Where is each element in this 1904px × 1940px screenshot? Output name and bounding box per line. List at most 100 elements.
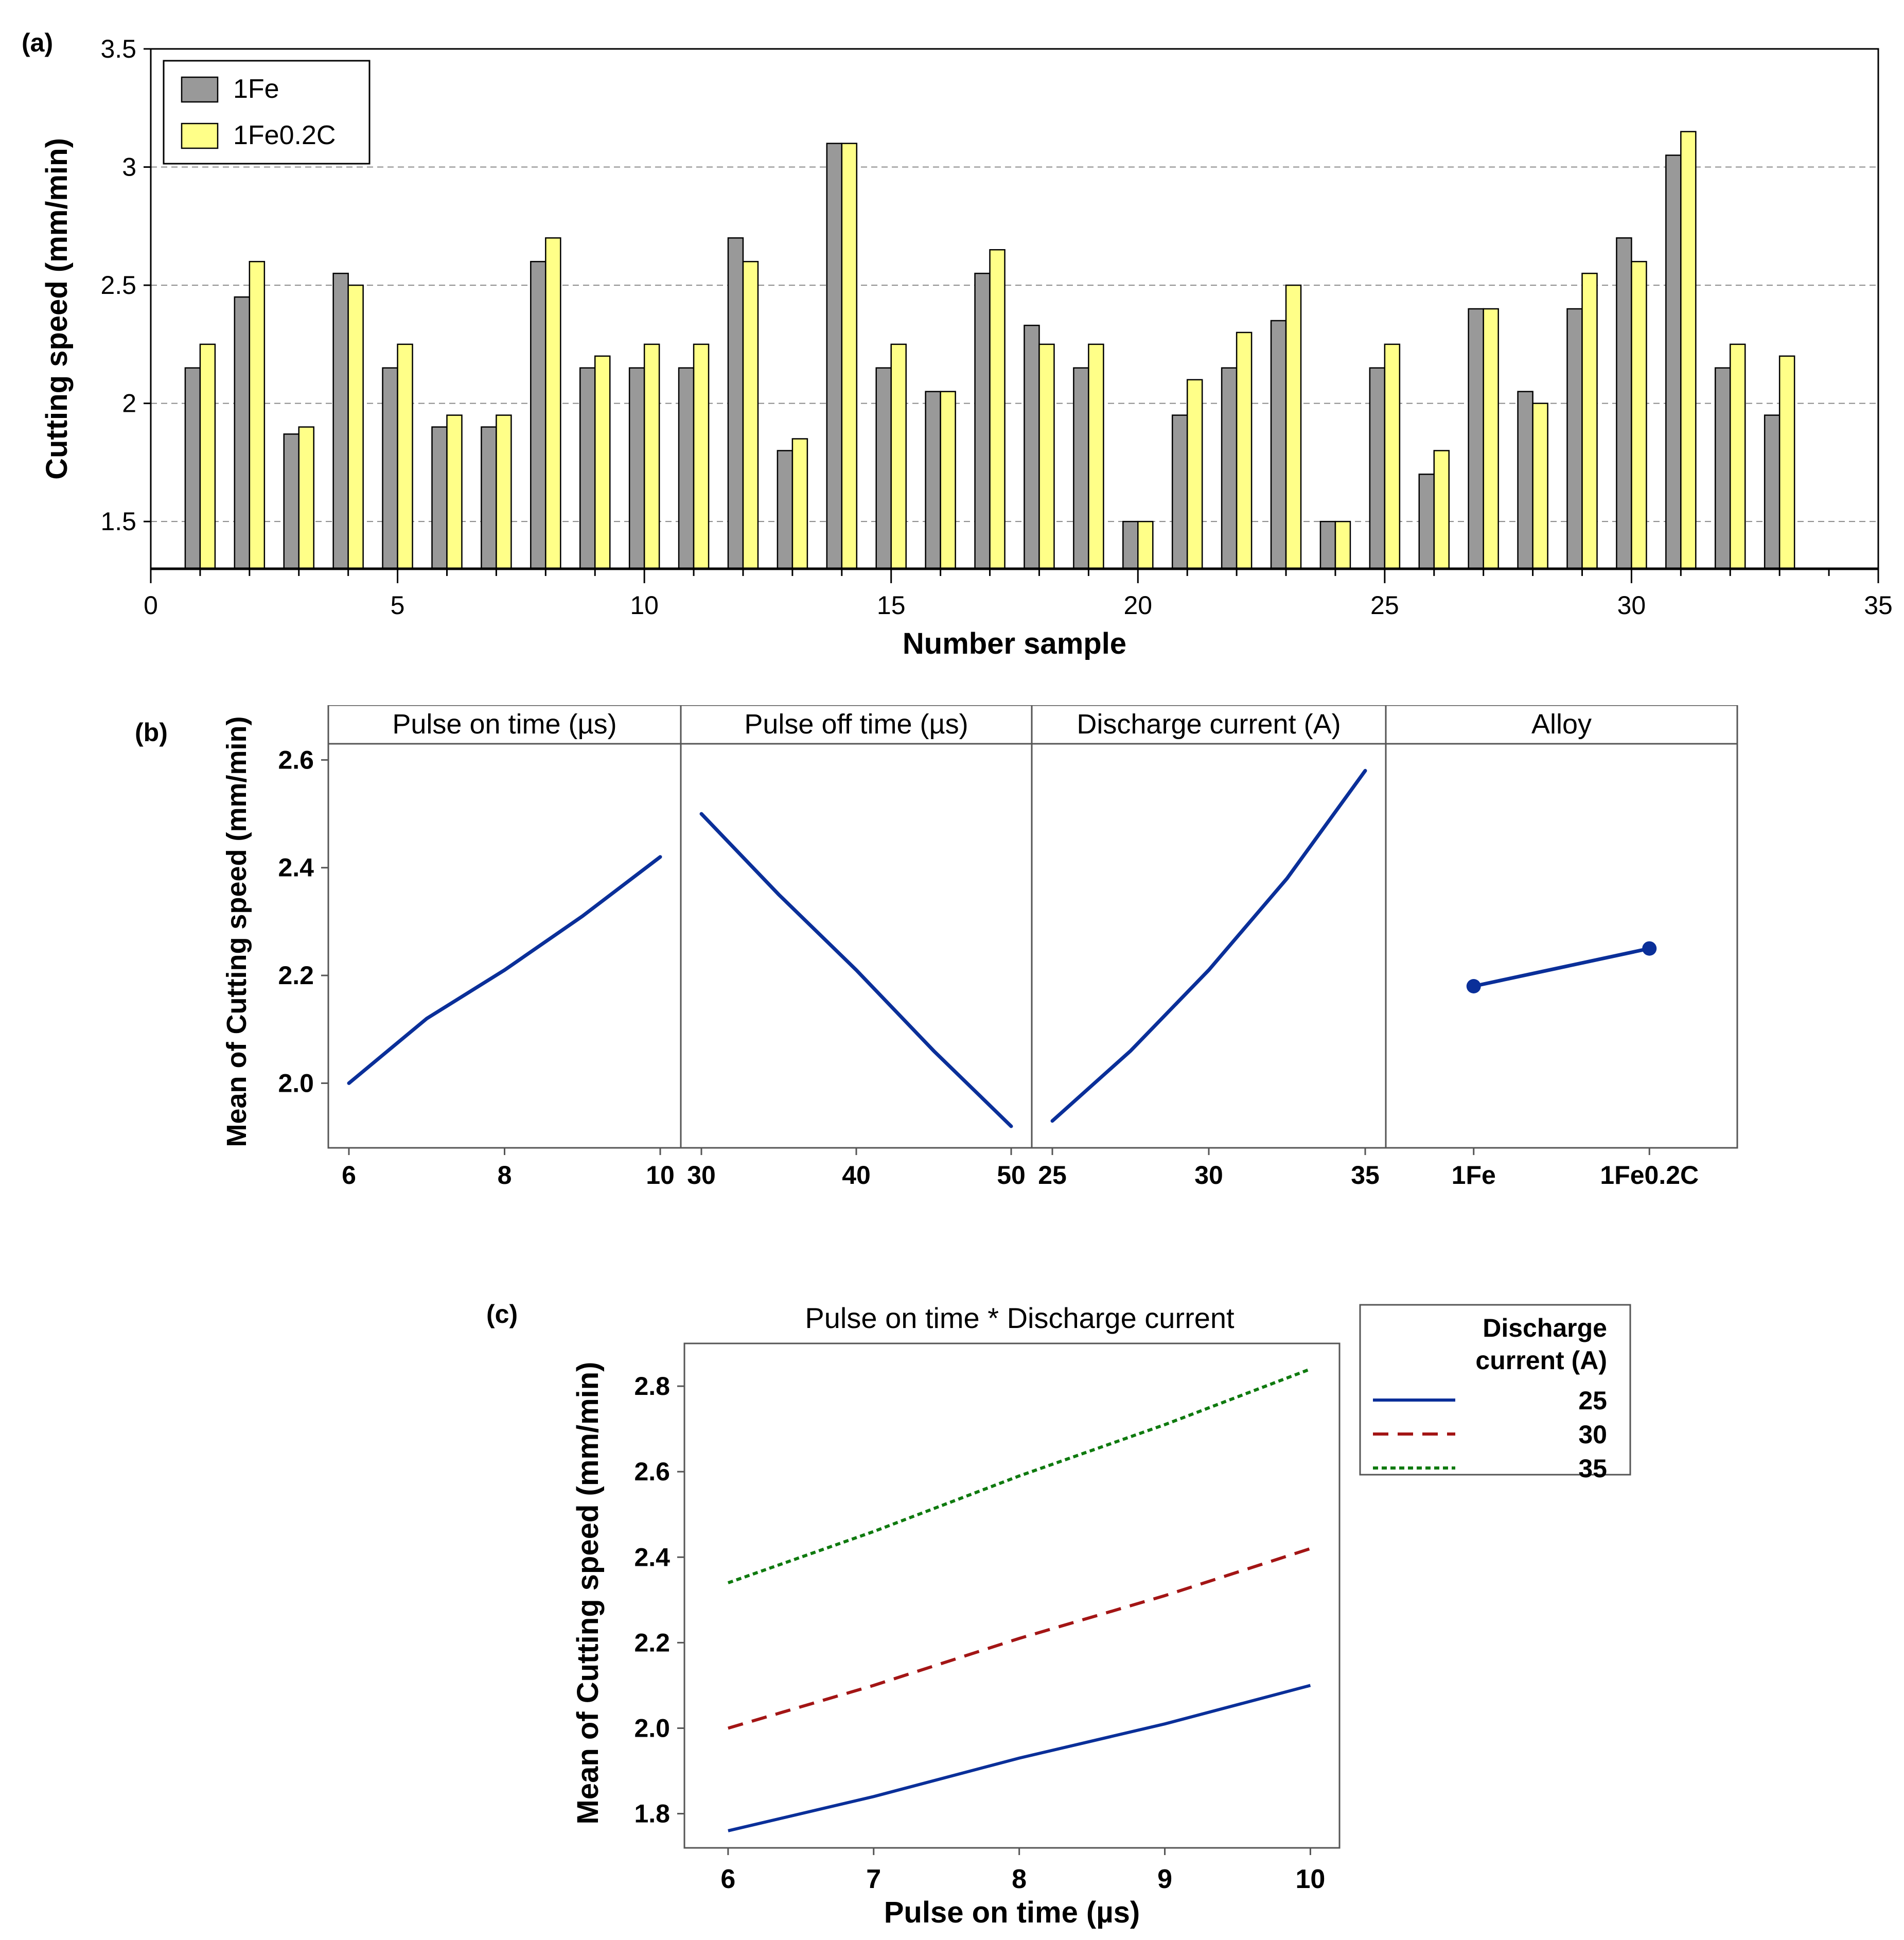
legend-title-line-1: Discharge	[1483, 1314, 1607, 1342]
x-tick-label: 9	[1157, 1864, 1172, 1894]
bar-1fe02c-sample-25	[1384, 343, 1401, 570]
bar-1fe02c-sample-2	[249, 260, 266, 570]
bar-1fe02c-sample-22	[1236, 331, 1253, 570]
y-tick-label: 2.6	[278, 745, 314, 774]
bar-1fe02c-sample-9	[594, 355, 611, 570]
bar-1fe02c-sample-18	[1038, 343, 1055, 570]
bar-1fe-sample-21	[1171, 414, 1188, 570]
x-tick-label: 35	[1351, 1161, 1380, 1190]
y-tick-label: 2.4	[634, 1543, 670, 1571]
panel-c-interaction-plot: (c) Pulse on time * Discharge current 1.8 2…	[0, 1261, 1904, 1940]
bar-1fe02c-sample-16	[940, 391, 956, 570]
bar-1fe02c-sample-10	[643, 343, 660, 570]
y-tick-label: 2.8	[634, 1372, 670, 1401]
x-tick-label: 30	[1617, 591, 1646, 620]
bar-1fe02c-sample-14	[841, 143, 858, 570]
main-effects-plot: (b) Pulse on time (µs) 6 8 10 Pulse off time …	[135, 705, 1738, 1190]
bar-1fe02c-sample-24	[1334, 520, 1351, 570]
legend-swatch-1fe	[181, 76, 219, 103]
x-tick-label: 30	[1194, 1161, 1223, 1190]
x-tick-label: 8	[1012, 1864, 1027, 1894]
legend-swatch-1fe02c	[181, 123, 219, 149]
y-tick-label: 2.5	[100, 271, 136, 300]
cutting-speed-bar-chart: (a) 1.5 2 2.5 3 3.5 0 5 10 15 20 25 30 35 Number sampl…	[22, 28, 1893, 660]
bar-1fe02c-sample-13	[791, 438, 808, 570]
bar-1fe-sample-24	[1319, 520, 1336, 570]
panel-label-c: (c)	[486, 1300, 518, 1329]
bar-1fe02c-sample-11	[693, 343, 710, 570]
bar-1fe-sample-4	[332, 272, 349, 570]
facet-title-1: Pulse off time (µs)	[744, 709, 968, 740]
series-line-35	[727, 1367, 1311, 1584]
bar-1fe-sample-15	[875, 367, 892, 570]
legend-label-1fe: 1Fe	[233, 74, 279, 104]
bar-1fe-sample-28	[1517, 391, 1533, 570]
bar-1fe02c-sample-21	[1186, 379, 1203, 570]
bar-1fe02c-sample-32	[1730, 343, 1746, 570]
bar-1fe02c-sample-4	[347, 284, 364, 570]
bar-1fe02c-sample-17	[989, 249, 1006, 570]
y-axis-title: Mean of Cutting speed (mm/min)	[221, 716, 252, 1147]
bar-1fe02c-sample-6	[446, 414, 463, 570]
x-tick-label: 10	[646, 1161, 675, 1190]
legend-box	[1359, 1304, 1631, 1476]
bar-1fe-sample-11	[678, 367, 695, 570]
bar-1fe02c-sample-33	[1778, 355, 1795, 570]
bar-1fe-sample-5	[382, 367, 398, 570]
bar-1fe-sample-10	[628, 367, 645, 570]
bar-1fe-sample-23	[1270, 320, 1287, 570]
series-line-25	[728, 1684, 1311, 1832]
effect-point-3	[1466, 979, 1481, 993]
bar-1fe02c-sample-15	[890, 343, 907, 570]
x-tick-label: 6	[342, 1161, 356, 1190]
effect-line-1	[699, 812, 1013, 1128]
panel-a-bar-chart: (a) 1.5 2 2.5 3 3.5 0 5 10 15 20 25 30 35 Number sampl…	[0, 0, 1904, 674]
y-tick-label: 2	[122, 389, 136, 418]
series-line-30	[728, 1547, 1311, 1730]
y-tick-label: 1.8	[634, 1799, 670, 1828]
panel-label-a: (a)	[22, 28, 53, 57]
bar-1fe-sample-6	[431, 426, 448, 570]
legend-label-1fe02c: 1Fe0.2C	[233, 120, 336, 150]
bar-1fe-sample-17	[974, 272, 991, 570]
bar-1fe02c-sample-27	[1483, 308, 1499, 570]
bar-1fe-sample-14	[826, 143, 843, 570]
legend-label-30: 30	[1578, 1420, 1607, 1449]
bar-1fe-sample-7	[481, 426, 497, 570]
bar-1fe-sample-3	[283, 433, 299, 570]
effect-line-3	[1472, 947, 1651, 988]
y-tick-label: 2.0	[634, 1714, 670, 1742]
effect-point-3	[1642, 941, 1657, 956]
bar-1fe-sample-20	[1122, 520, 1139, 570]
bar-1fe-sample-22	[1221, 367, 1238, 570]
x-tick-label: 7	[866, 1864, 881, 1894]
bar-1fe-sample-16	[925, 391, 941, 570]
bar-1fe-sample-31	[1665, 154, 1682, 570]
x-tick-label: 10	[630, 591, 659, 620]
x-tick-label: 20	[1123, 591, 1152, 620]
x-axis-title: Number sample	[903, 627, 1126, 660]
x-tick-label: 1Fe0.2C	[1600, 1161, 1699, 1190]
bar-1fe02c-sample-23	[1285, 284, 1302, 570]
bar-1fe-sample-8	[530, 260, 546, 570]
facet-title-2: Discharge current (A)	[1077, 709, 1341, 740]
bar-1fe-sample-19	[1073, 367, 1089, 570]
y-tick-label: 2.2	[278, 961, 314, 990]
bar-1fe-sample-18	[1024, 324, 1040, 570]
bar-1fe02c-sample-29	[1581, 272, 1598, 570]
bar-1fe-sample-13	[777, 450, 794, 570]
bar-1fe-sample-30	[1616, 237, 1632, 570]
chart-title: Pulse on time * Discharge current	[805, 1302, 1235, 1334]
bar-1fe02c-sample-3	[298, 426, 314, 570]
y-tick-label: 3	[122, 153, 136, 182]
x-axis-title: Pulse on time (µs)	[884, 1896, 1140, 1929]
bar-1fe-sample-25	[1369, 367, 1386, 570]
bar-1fe02c-sample-19	[1088, 343, 1104, 570]
bar-1fe-sample-1	[184, 367, 201, 570]
panel-b-main-effects-plot: (b) Pulse on time (µs) 6 8 10 Pulse off time …	[0, 705, 1904, 1230]
x-tick-label: 0	[144, 591, 158, 620]
bar-1fe02c-sample-31	[1680, 131, 1697, 570]
bar-1fe02c-sample-1	[199, 343, 216, 570]
bar-1fe-sample-12	[727, 237, 744, 570]
bar-1fe-sample-26	[1418, 474, 1435, 570]
